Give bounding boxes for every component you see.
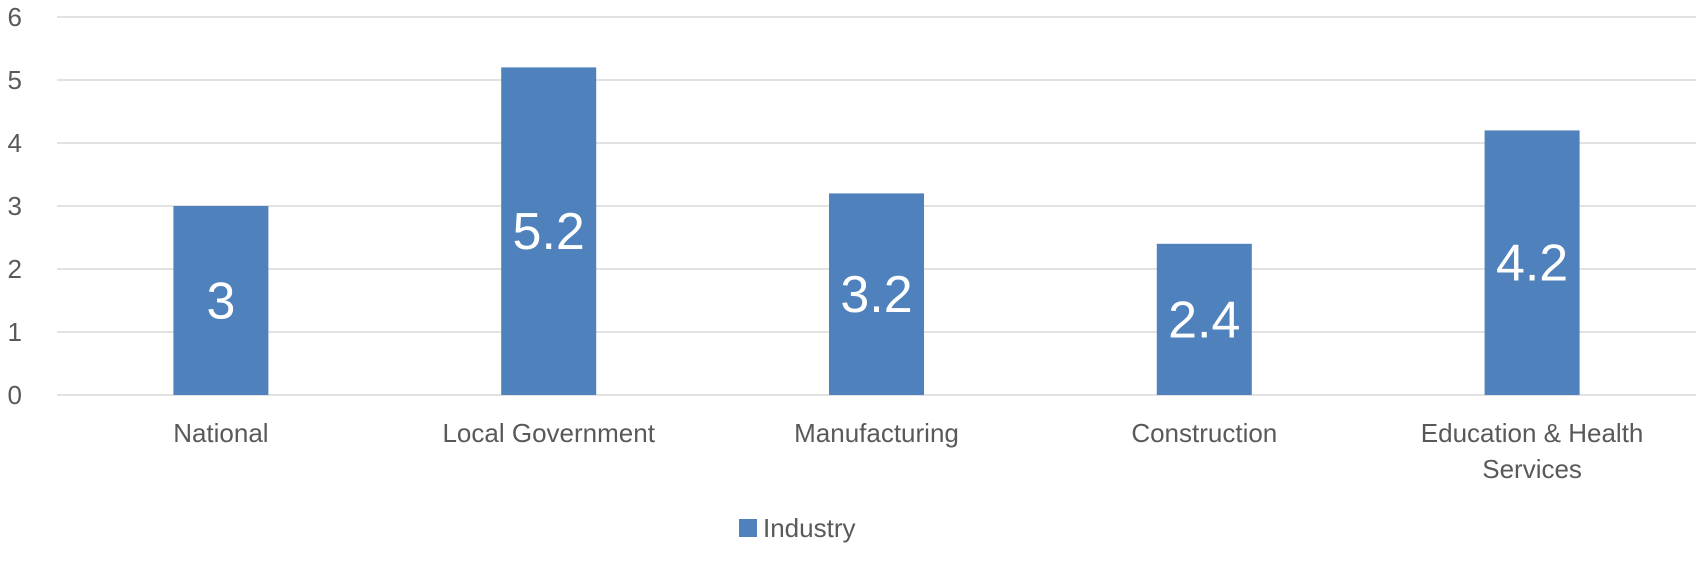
legend-label-industry: Industry (763, 513, 856, 543)
x-category-label-local-government: Local Government (442, 418, 655, 448)
legend: Industry (739, 513, 856, 543)
data-label-local-government: 5.2 (513, 203, 585, 261)
y-tick-label-3: 3 (8, 191, 22, 221)
bars (173, 67, 1580, 396)
legend-swatch-industry (739, 519, 757, 537)
bar-manufacturing (829, 193, 924, 395)
data-label-construction: 2.4 (1168, 291, 1240, 349)
bar-education-health-services (1484, 130, 1580, 395)
y-axis-tick-labels: 0 1 2 3 4 5 6 (8, 2, 22, 410)
y-tick-label-1: 1 (8, 317, 22, 347)
y-tick-label-5: 5 (8, 65, 22, 95)
y-tick-label-0: 0 (8, 380, 22, 410)
y-tick-label-2: 2 (8, 254, 22, 284)
x-category-label-education-health-services: Education & Health Services (1421, 418, 1644, 484)
x-category-label-construction: Construction (1131, 418, 1277, 448)
x-category-label-manufacturing: Manufacturing (794, 418, 959, 448)
bar-construction (1156, 243, 1252, 395)
y-tick-label-4: 4 (8, 128, 22, 158)
y-tick-label-6: 6 (8, 2, 22, 32)
x-axis-category-labels: National Local Government Manufacturing Con… (173, 418, 1643, 484)
data-label-manufacturing: 3.2 (840, 266, 912, 324)
data-label-national: 3 (206, 273, 235, 331)
data-labels: 3 5.2 3.2 2.4 4.2 (206, 203, 1568, 349)
bar-national (173, 206, 269, 395)
bar-local-government (501, 67, 597, 396)
data-label-education-health-services: 4.2 (1496, 235, 1568, 293)
x-category-label-national: National (173, 418, 268, 448)
